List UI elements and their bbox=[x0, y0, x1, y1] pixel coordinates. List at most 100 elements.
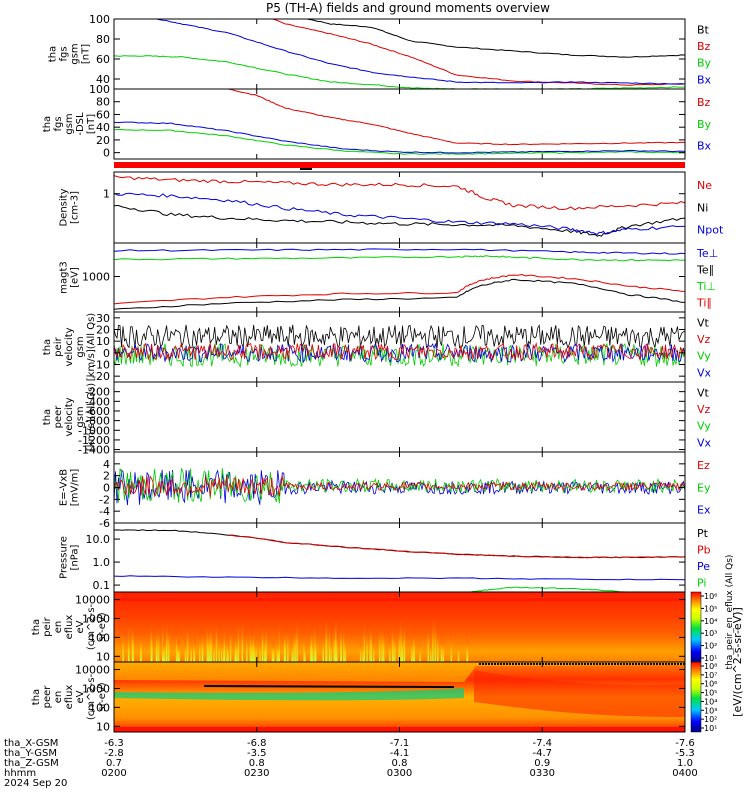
y-axis-label: E=-VxB bbox=[59, 469, 70, 506]
heatmap-streak bbox=[400, 613, 402, 662]
heatmap-streak bbox=[241, 614, 244, 662]
heatmap-streak bbox=[392, 627, 394, 662]
x-axis-value: -2.8 bbox=[104, 748, 124, 759]
x-axis-value: 0.8 bbox=[249, 758, 265, 769]
heatmap-streak bbox=[382, 624, 385, 662]
x-axis-value: -4.7 bbox=[532, 748, 552, 759]
heatmap-streak bbox=[190, 636, 192, 662]
heatmap-streak bbox=[389, 635, 391, 662]
y-tick-label: 100 bbox=[89, 701, 110, 714]
y-axis-label: peir bbox=[53, 336, 64, 356]
legend-entry-Pi: Pi bbox=[697, 577, 706, 590]
colorbar-tick-label: 10³ bbox=[704, 629, 717, 638]
legend-entry-Bz: Bz bbox=[697, 96, 711, 109]
legend-entry-Bz: Bz bbox=[697, 40, 711, 53]
colorbar-tick-label: 10² bbox=[704, 715, 717, 724]
heatmap-streak bbox=[210, 621, 213, 662]
y-axis-label: velocity bbox=[64, 397, 75, 436]
series-line-Te⊥ bbox=[114, 248, 685, 255]
y-tick-label: 20 bbox=[96, 134, 110, 147]
y-axis-label: (cm^2-s- bbox=[86, 603, 97, 650]
heatmap-streak bbox=[442, 636, 445, 662]
heatmap-streak bbox=[150, 622, 152, 662]
y-axis-label: [nT] bbox=[81, 44, 92, 64]
colorbar-tick-label: 10¹ bbox=[704, 724, 717, 733]
colorbar-scale bbox=[690, 661, 702, 733]
plot-area-efield bbox=[114, 468, 685, 506]
heatmap-streak bbox=[328, 618, 331, 662]
legend-entry-Vx: Vx bbox=[697, 436, 712, 449]
heatmap-streak bbox=[186, 619, 189, 662]
y-tick-label: -600 bbox=[85, 405, 110, 418]
plot-area-peir-velocity bbox=[114, 324, 685, 369]
colorbar-tick-label: 10⁵ bbox=[704, 604, 717, 613]
heatmap-streak bbox=[403, 615, 406, 662]
heatmap-streak bbox=[132, 623, 135, 662]
y-axis-label: magt3 bbox=[59, 261, 70, 294]
y-tick-label: -400 bbox=[85, 395, 110, 408]
y-tick-label: 0 bbox=[103, 147, 110, 160]
heatmap-streak bbox=[466, 634, 468, 662]
heatmap-streak bbox=[412, 626, 415, 662]
heatmap-streak bbox=[162, 613, 164, 662]
heatmap-streak bbox=[218, 632, 220, 662]
colorbar-tick-label: 10⁵ bbox=[704, 689, 717, 698]
y-axis-label: en bbox=[53, 691, 64, 704]
series-line-Bx bbox=[156, 19, 685, 85]
heatmap-streak bbox=[236, 634, 238, 662]
panel-peer-velocity: -200-400-600-800-1000-1200-1400 tha peer ve… bbox=[42, 381, 712, 457]
heatmap-streak bbox=[343, 620, 345, 662]
heatmap-streak bbox=[434, 612, 437, 662]
heatmap-streak bbox=[430, 639, 432, 662]
heatmap-streak bbox=[213, 635, 215, 662]
heatmap-streak bbox=[413, 630, 416, 662]
series-line-Vt bbox=[114, 324, 685, 349]
heatmap-streak bbox=[363, 615, 365, 662]
y-axis-label: Density bbox=[59, 188, 70, 226]
legend-entry-Pb: Pb bbox=[697, 544, 711, 557]
y-tick-label: 1000 bbox=[82, 271, 110, 284]
heatmap-streak bbox=[177, 637, 180, 662]
heatmap-streak bbox=[265, 618, 267, 662]
y-tick-label: 40 bbox=[96, 73, 110, 86]
series-line-Ey bbox=[114, 468, 685, 504]
heatmap-streak bbox=[209, 617, 212, 662]
y-tick-label: 1.0 bbox=[93, 556, 111, 569]
y-axis-label: fgs bbox=[53, 116, 64, 131]
x-axis-value: 1.0 bbox=[677, 758, 693, 769]
heatmap-red-region bbox=[474, 670, 685, 717]
x-axis-value: 0330 bbox=[530, 768, 555, 779]
heatmap-streak bbox=[252, 625, 255, 662]
y-axis-label: Pressure bbox=[59, 536, 70, 579]
legend-entry-Bx: Bx bbox=[697, 73, 712, 86]
y-axis-label: [km/s](All Qs) bbox=[86, 383, 97, 451]
y-tick-label: 10000 bbox=[75, 664, 110, 677]
heatmap-streak bbox=[122, 626, 124, 662]
y-tick-label: 2 bbox=[103, 470, 110, 483]
heatmap-streak bbox=[287, 622, 289, 662]
heatmap-green-band bbox=[114, 688, 464, 701]
legend-entry-By: By bbox=[697, 118, 712, 131]
y-tick-label: 0 bbox=[103, 347, 110, 360]
x-axis-row-label: tha_Y-GSM bbox=[4, 748, 57, 759]
y-axis-label: eV bbox=[75, 690, 86, 703]
legend-entry-Te∥: Te∥ bbox=[696, 264, 714, 277]
heatmap-streak bbox=[166, 614, 168, 662]
heatmap-streak bbox=[437, 625, 439, 662]
y-axis-label: tha bbox=[48, 46, 59, 62]
series-line-Bx bbox=[114, 121, 685, 154]
heatmap-streak bbox=[378, 620, 381, 662]
heatmap-streak bbox=[291, 640, 293, 662]
series-line-Ez bbox=[114, 474, 685, 498]
y-axis-label: tha bbox=[42, 116, 53, 132]
x-axis-value: 0.8 bbox=[392, 758, 408, 769]
plot-area-peer-eflux bbox=[114, 662, 685, 732]
y-tick-label: 10000 bbox=[75, 594, 110, 607]
y-axis-label: gsm bbox=[64, 113, 75, 134]
x-axis-value: 0.9 bbox=[534, 758, 550, 769]
heatmap-streak bbox=[401, 625, 404, 662]
heatmap-streak bbox=[292, 627, 295, 662]
x-axis-value: 0300 bbox=[387, 768, 412, 779]
y-tick-label: 1000 bbox=[82, 682, 110, 695]
